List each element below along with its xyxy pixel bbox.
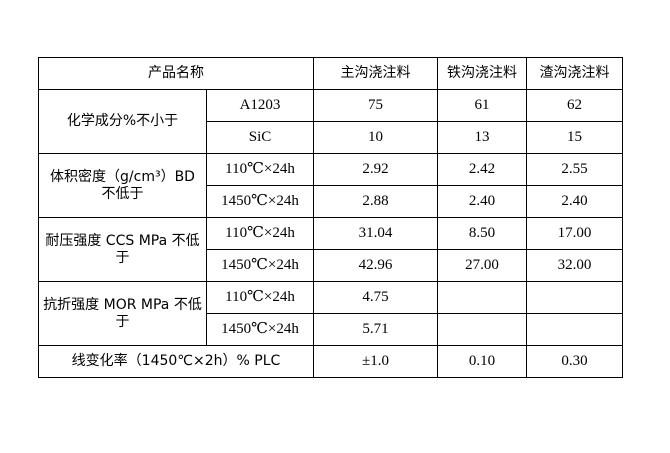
value-cell: 27.00	[437, 249, 527, 282]
value-cell: 2.40	[526, 185, 623, 218]
table-row: SiC 10 13 15	[39, 121, 623, 154]
value-cell: 31.04	[313, 217, 438, 250]
properties-table: 产品名称 主沟浇注料 铁沟浇注料 渣沟浇注料 化学成分%不小于 A1203 75…	[38, 57, 623, 378]
table-row: 体积密度（g/cm³）BD 不低于 110℃×24h 2.92 2.42 2.5…	[38, 153, 623, 218]
value-cell: 8.50	[437, 217, 527, 250]
value-cell	[437, 281, 527, 314]
cond-cell: A1203	[206, 89, 314, 122]
row-label-chemical: 化学成分%不小于	[38, 89, 207, 154]
value-cell: 75	[313, 89, 438, 122]
value-cell	[526, 313, 623, 346]
header-slag-trough: 渣沟浇注料	[526, 57, 623, 90]
value-cell: 61	[437, 89, 527, 122]
value-cell: ±1.0	[313, 345, 438, 378]
header-main-trough: 主沟浇注料	[313, 57, 438, 90]
cond-cell: 1450℃×24h	[206, 249, 314, 282]
header-product-name: 产品名称	[38, 57, 314, 90]
value-cell: 2.88	[313, 185, 438, 218]
value-cell: 32.00	[526, 249, 623, 282]
row-label-bulk-density: 体积密度（g/cm³）BD 不低于	[38, 153, 207, 218]
table-row: 抗折强度 MOR MPa 不低于 110℃×24h 4.75	[38, 281, 623, 346]
table-row: 1450℃×24h 2.88 2.40 2.40	[39, 185, 623, 218]
value-cell: 2.55	[526, 153, 623, 186]
cond-cell: 1450℃×24h	[206, 185, 314, 218]
table-row: 化学成分%不小于 A1203 75 61 62	[38, 89, 623, 154]
row-label-plc: 线变化率（1450℃×2h）% PLC	[38, 345, 314, 378]
value-cell: 62	[526, 89, 623, 122]
cond-cell: SiC	[206, 121, 314, 154]
value-cell: 2.40	[437, 185, 527, 218]
table-row: 线变化率（1450℃×2h）% PLC ±1.0 0.10 0.30	[38, 345, 623, 378]
value-cell: 2.42	[437, 153, 527, 186]
value-cell: 4.75	[313, 281, 438, 314]
value-cell: 10	[313, 121, 438, 154]
value-cell: 0.10	[437, 345, 527, 378]
header-row: 产品名称 主沟浇注料 铁沟浇注料 渣沟浇注料	[38, 57, 623, 90]
cond-cell: 110℃×24h	[206, 217, 314, 250]
row-label-ccs: 耐压强度 CCS MPa 不低于	[38, 217, 207, 282]
table-row: 耐压强度 CCS MPa 不低于 110℃×24h 31.04 8.50 17.…	[38, 217, 623, 282]
value-cell: 13	[437, 121, 527, 154]
value-cell: 0.30	[526, 345, 623, 378]
value-cell	[526, 281, 623, 314]
value-cell: 15	[526, 121, 623, 154]
table-row: 1450℃×24h 5.71	[39, 313, 623, 346]
value-cell: 42.96	[313, 249, 438, 282]
cond-cell: 1450℃×24h	[206, 313, 314, 346]
cond-cell: 110℃×24h	[206, 281, 314, 314]
value-cell: 17.00	[526, 217, 623, 250]
header-iron-trough: 铁沟浇注料	[437, 57, 527, 90]
value-cell	[437, 313, 527, 346]
table-row: 1450℃×24h 42.96 27.00 32.00	[39, 249, 623, 282]
cond-cell: 110℃×24h	[206, 153, 314, 186]
row-label-mor: 抗折强度 MOR MPa 不低于	[38, 281, 207, 346]
value-cell: 5.71	[313, 313, 438, 346]
value-cell: 2.92	[313, 153, 438, 186]
